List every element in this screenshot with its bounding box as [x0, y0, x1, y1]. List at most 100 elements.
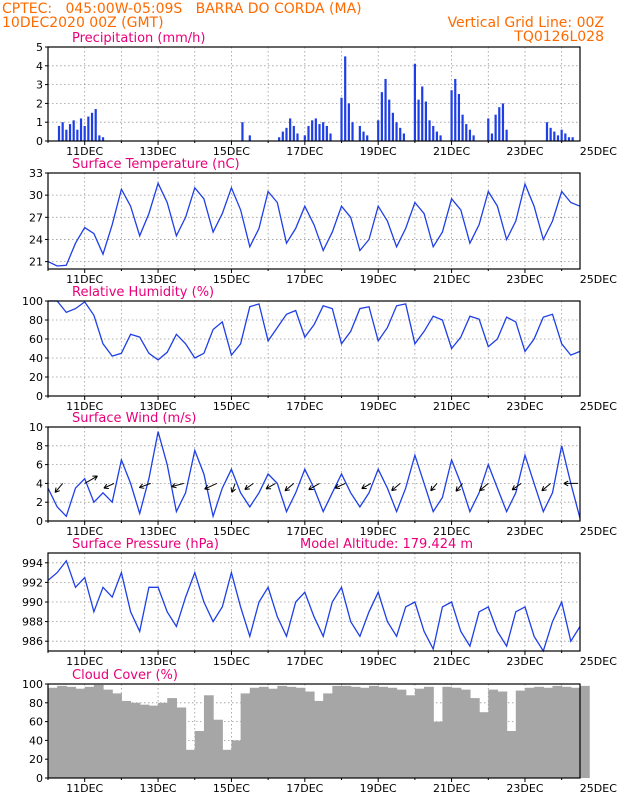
x-tick-label: 25DEC [580, 145, 617, 158]
precip-title: Precipitation (mm/h) [72, 31, 205, 46]
precip-bar [417, 99, 420, 141]
header-location: CPTEC: 045:00W-05:09S BARRA DO CORDA (MA… [2, 1, 362, 17]
cloud-bar [506, 731, 517, 778]
x-tick-label: 17DEC [286, 273, 323, 286]
x-tick-label: 15DEC [213, 525, 250, 538]
x-tick-label: 13DEC [140, 145, 177, 158]
x-tick-label: 25DEC [580, 400, 617, 413]
y-tick-label: 988 [22, 616, 43, 629]
cloud-bar [231, 740, 242, 778]
cloud-bar [387, 687, 398, 778]
y-tick-label: 24 [29, 233, 43, 246]
x-tick-label: 19DEC [360, 273, 397, 286]
x-tick-label: 23DEC [506, 145, 543, 158]
y-tick-label: 20 [29, 371, 43, 384]
precip-bar [402, 133, 405, 141]
precip-bar [79, 118, 83, 141]
header-run-id: TQ0126L028 [514, 29, 604, 45]
y-tick-label: 2 [36, 97, 43, 110]
y-tick-label: 0 [36, 772, 43, 785]
precip-bar [76, 129, 79, 141]
cloud-bar [378, 686, 388, 778]
x-tick-label: 19DEC [360, 400, 397, 413]
cloud-bar [414, 688, 425, 778]
y-tick-label: 990 [22, 596, 43, 609]
cloud-bar [176, 707, 187, 778]
x-tick-label: 15DEC [213, 655, 250, 668]
y-tick-label: 80 [29, 697, 43, 710]
x-tick-label: 11DEC [66, 400, 103, 413]
x-tick-label: 17DEC [286, 782, 323, 795]
wind-vector-arrow [511, 482, 522, 491]
y-tick-label: 0 [36, 515, 43, 528]
precip-bar [424, 101, 428, 141]
x-tick-label: 21DEC [433, 525, 470, 538]
cloud-bar [497, 691, 508, 778]
x-tick-label: 23DEC [506, 655, 543, 668]
x-tick-label: 21DEC [433, 782, 470, 795]
y-tick-label: 0 [36, 135, 43, 148]
precip-bar [90, 112, 94, 141]
cloud-bar [185, 749, 196, 778]
cloud-plot-frame [47, 683, 581, 779]
x-tick-label: 17DEC [286, 145, 323, 158]
wind-vector-arrow [284, 483, 295, 492]
precip-bar [351, 122, 354, 141]
x-tick-label: 19DEC [360, 145, 397, 158]
x-tick-label: 15DEC [213, 145, 250, 158]
pressure-subtitle: Model Altitude: 179.424 m [300, 537, 473, 552]
wind-vector-arrow [138, 482, 151, 489]
precip-bar [439, 135, 442, 141]
cloud-bar [451, 687, 462, 778]
cloud-bar [48, 687, 58, 778]
precip-bar [289, 118, 292, 141]
precip-bar [428, 120, 431, 141]
x-tick-label: 11DEC [66, 145, 103, 158]
x-tick-label: 21DEC [433, 273, 470, 286]
header-run-time: 10DEC2020 00Z (GMT) [2, 15, 164, 31]
precip-bar [87, 116, 90, 141]
precip-bar [344, 56, 347, 141]
cloud-bar [552, 685, 563, 778]
temperature-series-line [47, 181, 581, 267]
x-tick-label: 25DEC [580, 655, 617, 668]
cloud-bar [359, 687, 370, 778]
cloud-bar [350, 686, 361, 778]
wind-vector-arrow [430, 483, 438, 492]
precip-bar [505, 129, 508, 141]
y-tick-label: 3 [36, 79, 43, 92]
wind-vector-arrow [204, 482, 217, 490]
precip-bar [395, 122, 398, 141]
cloud-bar [570, 687, 581, 778]
cloud-bar [203, 695, 214, 778]
panel-humidity: 0 20 40 60 80 100 11DEC 13DEC 15DEC 17DEC 19DEC 21D… [22, 285, 617, 413]
y-tick-label: 2 [36, 496, 43, 509]
precip-bar [553, 131, 556, 141]
x-tick-label: 19DEC [360, 525, 397, 538]
precip-bar [322, 122, 325, 141]
cloud-bar [222, 749, 233, 778]
panel-temperature: 21 24 27 30 33 11DEC 13DEC 15DEC 17DEC 19DEC 21DEC… [29, 157, 617, 286]
wind-vector-arrow [103, 482, 115, 489]
cloud-bar [158, 702, 168, 778]
cloud-bar [405, 695, 416, 778]
cloud-bar [469, 698, 480, 778]
precip-bar [281, 131, 284, 141]
temperature-title: Surface Temperature (nC) [72, 157, 240, 172]
y-tick-label: 100 [22, 295, 43, 308]
wind-vector-arrow [265, 482, 276, 490]
cloud-bar [341, 685, 352, 778]
precip-bar [278, 137, 281, 141]
precip-bar [358, 125, 361, 141]
wind-vector-arrow [171, 482, 184, 489]
y-tick-label: 1 [36, 116, 43, 129]
wind-vector-arrow [84, 475, 98, 484]
precip-bar [307, 125, 310, 141]
y-tick-label: 10 [29, 421, 43, 434]
precip-bar [549, 127, 552, 141]
humidity-plot-frame [47, 300, 581, 397]
precip-bar [494, 114, 497, 141]
temperature-plot-frame [47, 172, 581, 270]
precip-bar [314, 118, 317, 141]
